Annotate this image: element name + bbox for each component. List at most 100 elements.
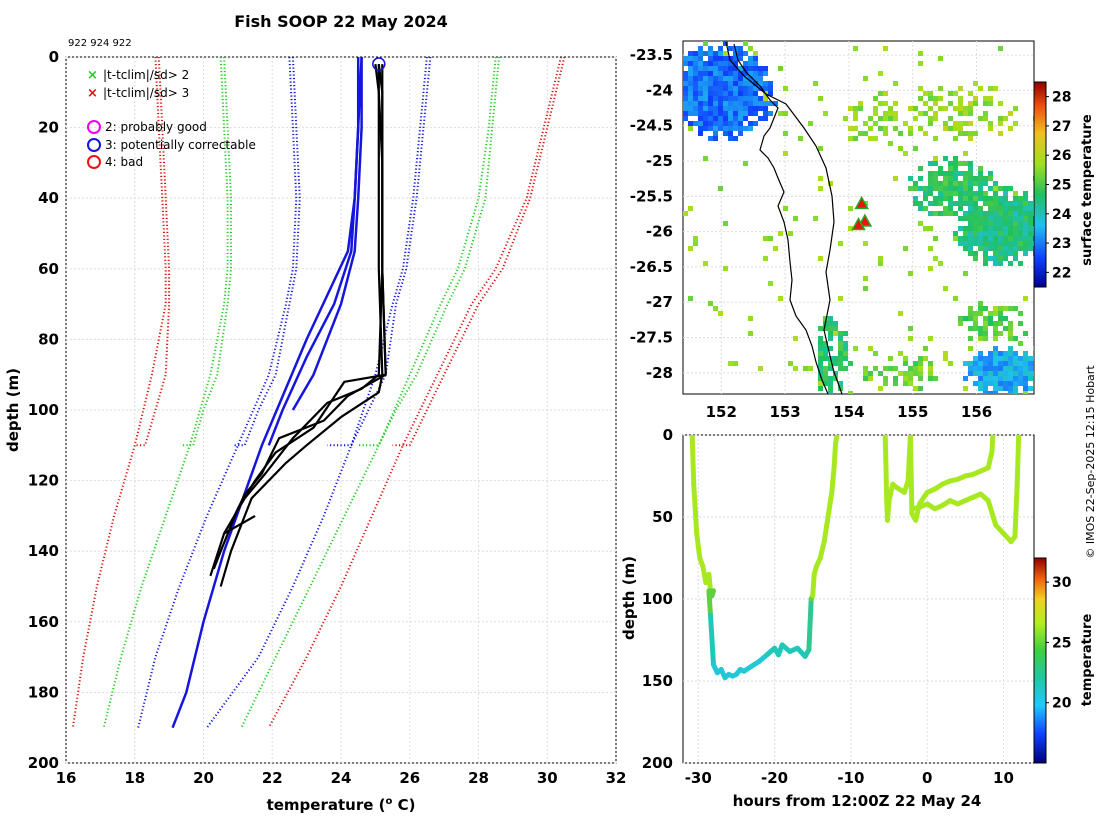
sst-pixel <box>693 76 698 81</box>
sst-pixel <box>1003 236 1008 241</box>
sst-pixel <box>998 196 1003 201</box>
sst-pixel <box>978 351 983 356</box>
sst-pixel <box>818 341 823 346</box>
sst-pixel <box>998 211 1003 216</box>
sst-pixel <box>943 351 948 356</box>
sst-pixel <box>988 256 993 261</box>
sst-pixel <box>838 351 843 356</box>
sst-pixel <box>923 111 928 116</box>
sst-pixel <box>728 126 733 131</box>
profile-y-tick: 120 <box>28 472 59 490</box>
sst-pixel <box>1003 366 1008 371</box>
sst-pixel <box>683 91 688 96</box>
sst-pixel <box>873 136 878 141</box>
sst-pixel <box>998 201 1003 206</box>
sst-pixel <box>733 66 738 71</box>
sst-colorbar-tick: 28 <box>1052 90 1071 106</box>
sst-pixel <box>938 171 943 176</box>
sst-pixel <box>868 136 873 141</box>
sst-pixel <box>1013 201 1018 206</box>
sst-pixel <box>1013 246 1018 251</box>
sst-pixel <box>1008 226 1013 231</box>
sst-pixel <box>968 366 973 371</box>
sst-pixel <box>1013 196 1018 201</box>
sst-pixel <box>698 76 703 81</box>
profile-y-tick: 200 <box>28 754 59 772</box>
sst-pixel <box>998 216 1003 221</box>
sst-pixel <box>718 111 723 116</box>
sst-pixel <box>713 86 718 91</box>
sst-pixel <box>923 226 928 231</box>
sst-pixel <box>743 116 748 121</box>
sst-pixel <box>993 201 998 206</box>
sst-pixel <box>963 211 968 216</box>
sst-pixel <box>698 131 703 136</box>
sst-pixel <box>928 371 933 376</box>
sst-pixel <box>958 236 963 241</box>
sst-pixel <box>1008 346 1013 351</box>
sst-pixel <box>958 241 963 246</box>
sst-pixel <box>978 236 983 241</box>
sst-pixel <box>1023 351 1028 356</box>
sst-pixel <box>998 101 1003 106</box>
legend-flag4-label: 4: bad <box>105 155 143 169</box>
sst-pixel <box>948 176 953 181</box>
sst-pixel <box>723 61 728 66</box>
sst-pixel <box>1028 201 1033 206</box>
sst-pixel <box>728 91 733 96</box>
sst-pixel <box>888 366 893 371</box>
sst-pixel <box>1008 261 1013 266</box>
sst-pixel <box>713 91 718 96</box>
sst-pixel <box>993 86 998 91</box>
sst-pixel <box>758 76 763 81</box>
sst-pixel <box>998 311 1003 316</box>
sst-pixel <box>948 206 953 211</box>
sst-pixel <box>1018 246 1023 251</box>
sst-pixel <box>928 91 933 96</box>
sst-pixel <box>763 116 768 121</box>
sst-pixel <box>963 176 968 181</box>
sst-pixel <box>723 111 728 116</box>
sst-pixel <box>838 366 843 371</box>
sst-pixel <box>928 201 933 206</box>
map-y-tick: -25 <box>646 152 673 170</box>
sst-pixel <box>1008 211 1013 216</box>
sst-pixel <box>723 86 728 91</box>
sst-pixel <box>698 66 703 71</box>
sst-pixel <box>708 71 713 76</box>
sst-pixel <box>973 366 978 371</box>
sst-pixel <box>913 201 918 206</box>
sst-pixel <box>933 376 938 381</box>
sst-pixel <box>763 96 768 101</box>
sst-pixel <box>983 336 988 341</box>
sst-pixel <box>908 126 913 131</box>
sst-pixel <box>948 161 953 166</box>
sst-pixel <box>853 46 858 51</box>
sst-pixel <box>728 81 733 86</box>
sst-pixel <box>733 56 738 61</box>
sst-pixel <box>973 101 978 106</box>
sst-pixel <box>703 61 708 66</box>
sst-pixel <box>933 176 938 181</box>
sst-pixel <box>698 106 703 111</box>
sst-pixel <box>1013 211 1018 216</box>
legend: × |t-tclim|/sd> 2 × |t-tclim|/sd> 3 2: p… <box>87 68 256 169</box>
sst-pixel <box>698 91 703 96</box>
sst-pixel <box>893 101 898 106</box>
sst-pixel <box>1023 331 1028 336</box>
sst-pixel <box>723 81 728 86</box>
sst-pixel <box>883 116 888 121</box>
sst-pixel <box>953 91 958 96</box>
chart-title: Fish SOOP 22 May 2024 <box>234 12 448 31</box>
depth-time-x-tick: -10 <box>837 769 864 787</box>
sst-pixel <box>1013 206 1018 211</box>
sst-pixel <box>723 91 728 96</box>
sst-pixel <box>843 116 848 121</box>
sst-pixel <box>893 376 898 381</box>
sst-pixel <box>783 86 788 91</box>
sst-pixel <box>978 86 983 91</box>
sst-pixel <box>913 186 918 191</box>
sst-pixel <box>1008 246 1013 251</box>
sst-pixel <box>963 316 968 321</box>
sst-pixel <box>1003 116 1008 121</box>
